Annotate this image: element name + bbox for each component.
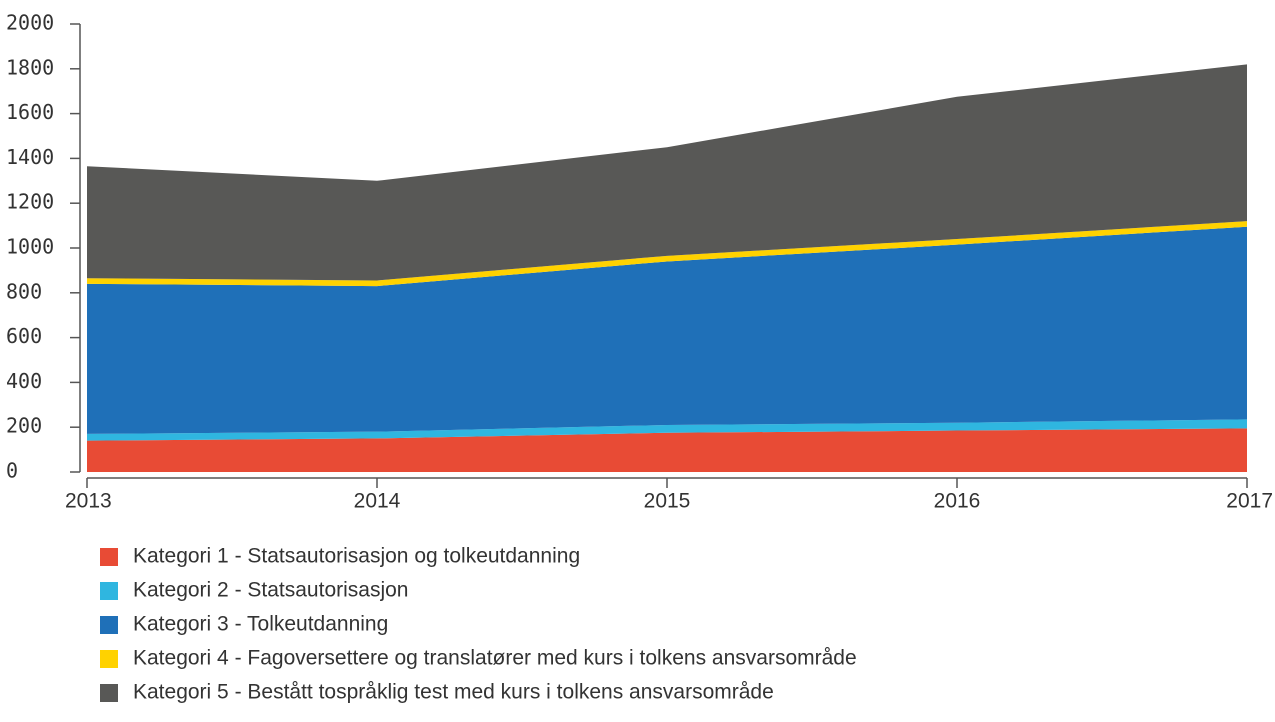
legend-label: Kategori 2 - Statsautorisasjon bbox=[133, 579, 408, 602]
x-tick-label: 2016 bbox=[934, 490, 981, 513]
x-tick-label: 2014 bbox=[354, 490, 401, 513]
y-tick-label: 1000 bbox=[6, 235, 54, 259]
legend-label: Kategori 4 - Fagoversettere og translatø… bbox=[133, 647, 857, 670]
x-tick-label: 2013 bbox=[65, 490, 112, 513]
y-tick-label: 0 bbox=[6, 459, 18, 483]
y-tick-label: 200 bbox=[6, 414, 42, 438]
legend-swatch bbox=[100, 582, 118, 600]
y-tick-label: 1600 bbox=[6, 100, 54, 124]
legend-swatch bbox=[100, 650, 118, 668]
legend-swatch bbox=[100, 684, 118, 702]
legend-label: Kategori 3 - Tolkeutdanning bbox=[133, 613, 388, 636]
y-tick-label: 800 bbox=[6, 279, 42, 303]
area bbox=[87, 64, 1247, 281]
y-tick-label: 2000 bbox=[6, 11, 54, 35]
x-tick-label: 2015 bbox=[644, 490, 691, 513]
y-tick-label: 400 bbox=[6, 369, 42, 393]
legend-swatch bbox=[100, 616, 118, 634]
legend-label: Kategori 1 - Statsautorisasjon og tolkeu… bbox=[133, 545, 580, 568]
y-tick-label: 600 bbox=[6, 324, 42, 348]
area bbox=[87, 419, 1247, 441]
y-tick-label: 1200 bbox=[6, 190, 54, 214]
area bbox=[87, 221, 1247, 287]
area bbox=[87, 428, 1247, 472]
x-tick-label: 2017 bbox=[1226, 490, 1273, 513]
area bbox=[87, 226, 1247, 434]
y-tick-label: 1800 bbox=[6, 55, 54, 79]
legend-swatch bbox=[100, 548, 118, 566]
legend-label: Kategori 5 - Bestått tospråklig test med… bbox=[133, 681, 774, 704]
y-tick-label: 1400 bbox=[6, 145, 54, 169]
